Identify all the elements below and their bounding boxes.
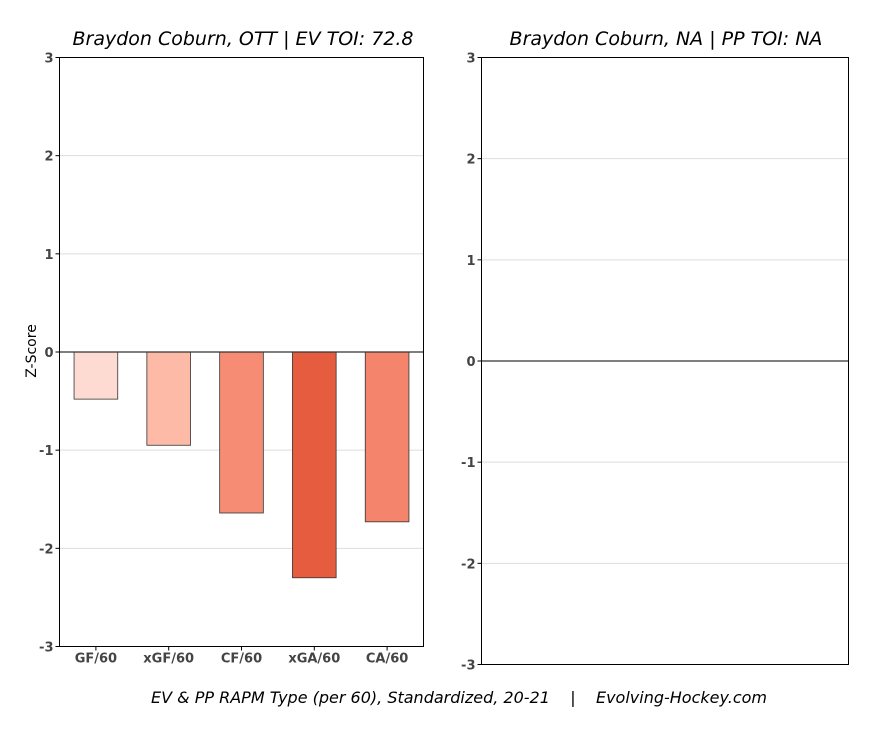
- ev-y-axis-label: Z-Score: [24, 324, 40, 378]
- x-tick-label: CF/60: [221, 652, 262, 667]
- x-tick-label: xGF/60: [143, 652, 194, 667]
- pp-chart-title: Braydon Coburn, NA | PP TOI: NA: [510, 28, 823, 50]
- pp-y-ticks: -3 -2 -1 0 1 2 3: [461, 52, 482, 674]
- ev-chart-title: Braydon Coburn, OTT | EV TOI: 72.8: [72, 28, 413, 50]
- y-tick-label: 2: [44, 150, 53, 165]
- y-tick-label: -2: [461, 557, 475, 572]
- ev-bars: [73, 351, 410, 579]
- bar-xga-60: [292, 351, 337, 579]
- ev-x-ticks: GF/60 xGF/60 CF/60 xGA/60 CA/60: [75, 646, 408, 667]
- bar-ca-60: [364, 351, 410, 523]
- y-tick-label: 0: [466, 355, 475, 370]
- pp-chart: Braydon Coburn, NA | PP TOI: NA -3 -2 -1 0 1…: [461, 28, 849, 674]
- y-tick-label: -1: [39, 444, 53, 459]
- chart-caption: EV & PP RAPM Type (per 60), Standardized…: [151, 688, 767, 707]
- y-tick-label: 1: [44, 248, 53, 263]
- x-tick-label: CA/60: [366, 652, 408, 667]
- ev-y-ticks: -3 -2 -1 0 1 2 3: [39, 52, 60, 656]
- y-tick-label: -3: [39, 641, 53, 656]
- y-tick-label: 3: [466, 52, 475, 67]
- x-tick-label: xGA/60: [288, 652, 340, 667]
- y-tick-label: -3: [461, 659, 475, 674]
- y-tick-label: -2: [39, 542, 53, 557]
- bar-xgf-60: [146, 351, 191, 446]
- bar-cf-60: [219, 351, 264, 514]
- y-tick-label: 0: [44, 346, 53, 361]
- y-tick-label: 2: [466, 153, 475, 168]
- ev-chart: Braydon Coburn, OTT | EV TOI: 72.8 -3-2-…: [24, 28, 424, 667]
- y-tick-label: -1: [461, 456, 475, 471]
- y-tick-label: 1: [466, 254, 475, 269]
- bar-gf-60: [73, 351, 119, 400]
- x-tick-label: GF/60: [75, 652, 117, 667]
- y-tick-label: 3: [44, 52, 53, 67]
